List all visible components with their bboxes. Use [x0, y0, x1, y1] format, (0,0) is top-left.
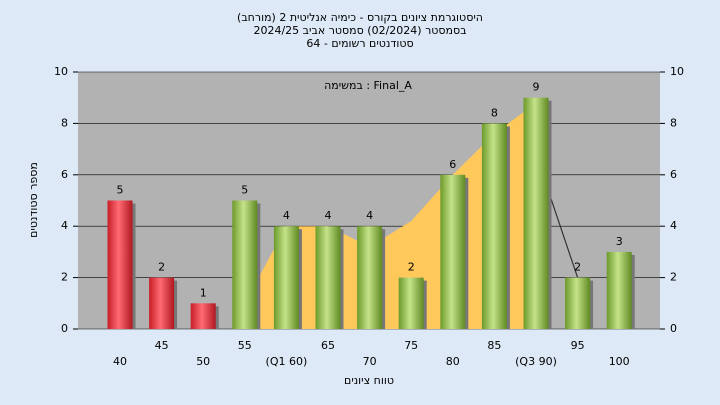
- bar: [149, 277, 175, 329]
- value-label: 4: [366, 209, 373, 222]
- x-tick-label: 45: [155, 339, 169, 352]
- y-tick-label: 8: [61, 116, 68, 129]
- chart-subtitle: בסמסטר (02/2024) סמסטר אביב 2024/25: [253, 24, 466, 37]
- x-tick-label: 40: [113, 355, 127, 368]
- chart-title: (היסטוגרמת ציונים בקורס - כימיה אנליטית …: [237, 11, 483, 24]
- y-axis-label: מספר סטודנטים: [27, 162, 40, 238]
- bar: [190, 303, 216, 329]
- y-tick-label: 6: [61, 168, 68, 181]
- y2-tick-label: 6: [670, 168, 677, 181]
- y2-tick-label: 8: [670, 116, 677, 129]
- x-tick-label: 65: [321, 339, 335, 352]
- value-label: 2: [574, 261, 581, 274]
- bar: [398, 277, 424, 329]
- y-tick-label: 2: [61, 271, 68, 284]
- y2-tick-label: 2: [670, 271, 677, 284]
- annotation: במשימה : Final_A: [324, 79, 412, 92]
- value-label: 4: [283, 209, 290, 222]
- bar: [565, 277, 591, 329]
- x-tick-label: 85: [487, 339, 501, 352]
- value-label: 1: [200, 286, 207, 299]
- y-tick-label: 4: [61, 219, 68, 232]
- x-tick-label: 95: [571, 339, 585, 352]
- bar: [107, 200, 133, 329]
- value-label: 2: [158, 261, 165, 274]
- x-tick-label: (Q1 60): [266, 355, 308, 368]
- y2-tick-label: 10: [670, 65, 684, 78]
- value-label: 5: [117, 184, 124, 197]
- bar: [315, 226, 341, 329]
- y2-tick-label: 0: [670, 322, 677, 335]
- bar: [606, 251, 632, 329]
- bar: [440, 174, 466, 329]
- value-label: 6: [449, 158, 456, 171]
- bar: [232, 200, 258, 329]
- y-tick-label: 10: [54, 65, 68, 78]
- x-tick-label: (Q3 90): [515, 355, 557, 368]
- value-label: 4: [325, 209, 332, 222]
- value-label: 8: [491, 106, 498, 119]
- x-tick-label: 70: [363, 355, 377, 368]
- value-label: 3: [616, 235, 623, 248]
- y2-tick-label: 4: [670, 219, 677, 232]
- chart-subtitle: סטודנטים רשומים - 64: [306, 37, 413, 50]
- x-tick-label: 80: [446, 355, 460, 368]
- value-label: 9: [533, 81, 540, 94]
- bar: [481, 123, 507, 330]
- x-tick-label: 50: [196, 355, 210, 368]
- bar: [357, 226, 383, 329]
- value-label: 2: [408, 261, 415, 274]
- x-tick-label: 75: [404, 339, 418, 352]
- value-label: 5: [241, 184, 248, 197]
- bar: [273, 226, 299, 329]
- x-tick-label: 55: [238, 339, 252, 352]
- x-axis-label: טווח ציונים: [344, 374, 394, 387]
- x-tick-label: 100: [609, 355, 630, 368]
- bar: [523, 97, 549, 329]
- y-tick-label: 0: [61, 322, 68, 335]
